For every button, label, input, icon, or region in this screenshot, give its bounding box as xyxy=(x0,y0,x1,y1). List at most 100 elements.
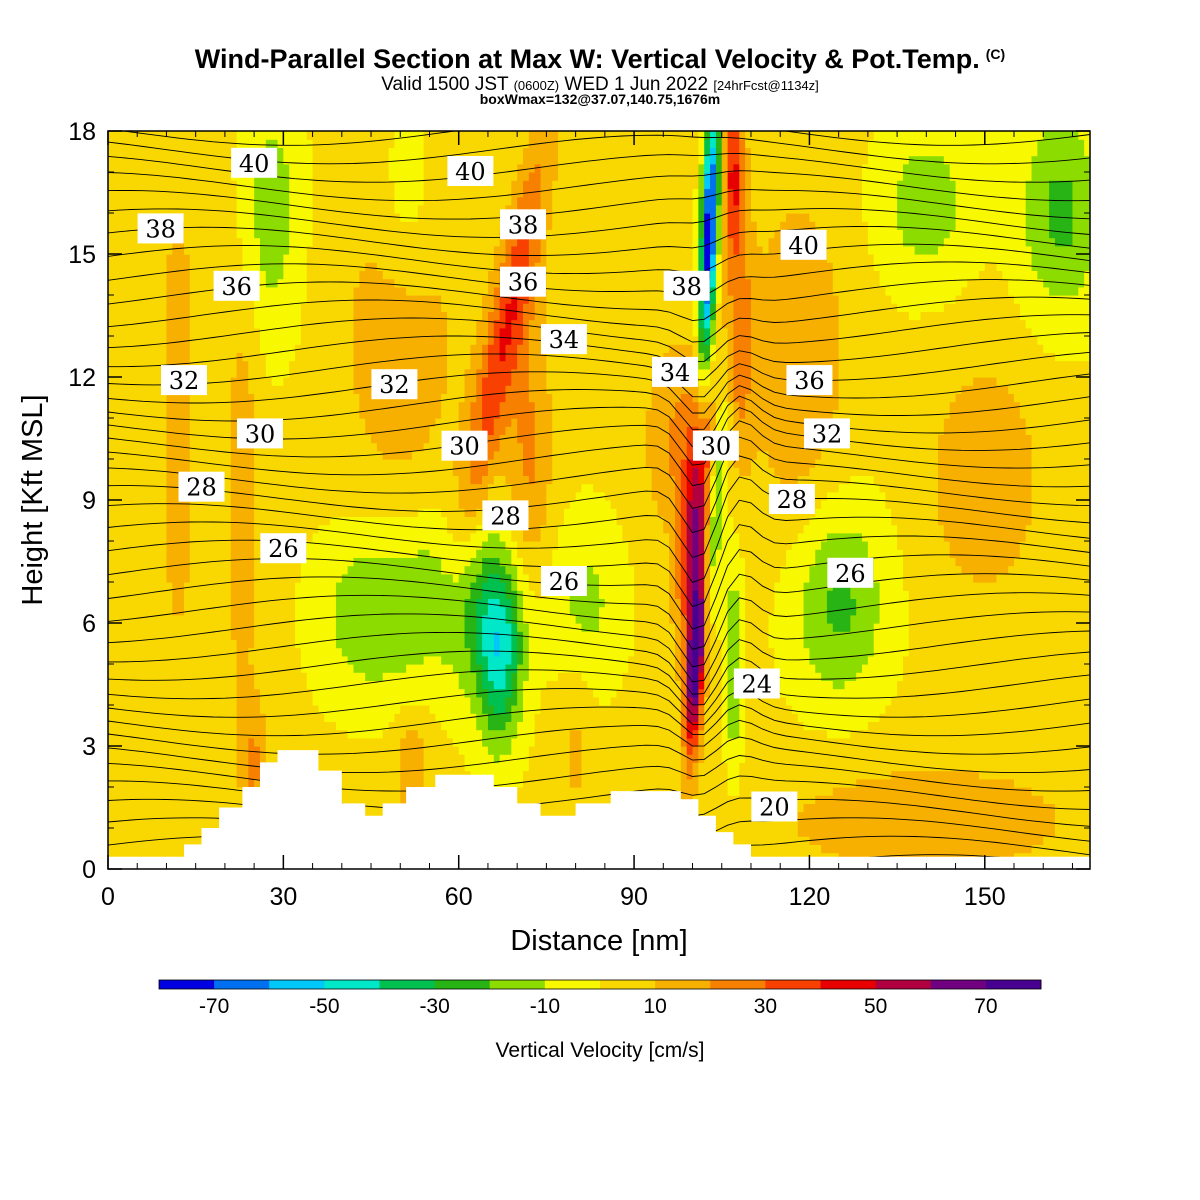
field-cell xyxy=(125,729,132,739)
field-cell xyxy=(224,737,232,747)
field-cell xyxy=(347,442,355,452)
field-cell xyxy=(148,647,156,657)
field-cell xyxy=(195,803,203,813)
field-cell xyxy=(160,696,168,706)
field-cell xyxy=(382,196,390,206)
field-cell xyxy=(119,573,127,583)
field-cell xyxy=(406,672,413,681)
field-cell xyxy=(330,270,337,280)
field-cell xyxy=(172,270,179,280)
field-cell xyxy=(423,598,431,608)
field-cell xyxy=(201,672,208,681)
field-cell xyxy=(143,787,150,796)
field-cell xyxy=(406,573,413,583)
field-cell xyxy=(219,565,226,575)
field-cell xyxy=(195,737,203,747)
field-cell xyxy=(131,336,138,345)
field-cell xyxy=(113,172,121,181)
field-cell xyxy=(335,377,343,386)
field-cell xyxy=(119,270,127,280)
field-cell xyxy=(371,254,378,263)
field-cell xyxy=(295,467,302,476)
field-cell xyxy=(201,639,208,649)
field-cell xyxy=(371,459,378,468)
field-cell xyxy=(312,639,320,649)
field-cell xyxy=(166,459,173,468)
field-cell xyxy=(213,204,220,214)
field-cell xyxy=(382,762,390,772)
field-cell xyxy=(300,213,308,222)
field-cell xyxy=(224,664,232,673)
field-cell xyxy=(224,303,232,312)
field-cell xyxy=(183,352,191,362)
field-cell xyxy=(376,139,384,148)
field-cell xyxy=(230,303,238,312)
field-cell xyxy=(148,664,156,673)
field-cell xyxy=(388,664,396,673)
field-cell xyxy=(341,163,349,173)
field-cell xyxy=(148,614,156,624)
field-cell xyxy=(131,418,138,427)
field-cell xyxy=(312,541,320,550)
field-cell xyxy=(259,500,267,509)
field-cell xyxy=(306,377,314,386)
field-cell xyxy=(201,163,208,173)
field-cell xyxy=(382,409,390,419)
field-cell xyxy=(347,647,355,657)
field-cell xyxy=(131,557,138,567)
field-cell xyxy=(137,262,144,271)
field-cell xyxy=(289,245,296,255)
field-cell xyxy=(236,221,244,230)
field-cell xyxy=(359,180,366,189)
field-cell xyxy=(324,204,331,214)
field-cell xyxy=(259,606,267,616)
field-cell xyxy=(376,163,384,173)
field-cell xyxy=(148,696,156,706)
field-cell xyxy=(131,778,138,788)
field-cell xyxy=(125,311,132,321)
field-cell xyxy=(400,303,407,312)
field-cell xyxy=(154,606,162,616)
field-cell xyxy=(178,360,185,370)
field-cell xyxy=(283,598,290,608)
field-cell xyxy=(113,270,121,280)
field-cell xyxy=(423,573,431,583)
field-cell xyxy=(324,737,331,747)
field-cell xyxy=(143,327,150,337)
field-cell xyxy=(119,524,127,534)
field-cell xyxy=(230,647,238,657)
field-cell xyxy=(108,606,115,616)
field-cell xyxy=(365,787,372,796)
field-cell xyxy=(359,680,366,690)
field-cell xyxy=(189,172,197,181)
field-cell xyxy=(411,286,419,296)
field-cell xyxy=(160,631,168,640)
field-cell xyxy=(371,729,378,739)
field-cell xyxy=(254,213,261,222)
field-cell xyxy=(224,705,232,714)
field-cell xyxy=(406,713,413,722)
field-cell xyxy=(137,409,144,419)
field-cell xyxy=(242,516,249,526)
field-cell xyxy=(108,418,115,427)
field-cell xyxy=(359,664,366,673)
field-cell xyxy=(283,270,290,280)
field-cell xyxy=(347,614,355,624)
field-cell xyxy=(330,713,337,722)
field-cell xyxy=(160,828,168,837)
field-cell xyxy=(242,245,249,255)
field-cell xyxy=(330,639,337,649)
field-cell xyxy=(295,450,302,460)
field-cell xyxy=(172,737,179,747)
field-cell xyxy=(295,483,302,493)
field-cell xyxy=(259,713,267,722)
field-cell xyxy=(318,418,325,427)
field-cell xyxy=(289,385,296,394)
field-cell xyxy=(371,221,378,230)
field-cell xyxy=(201,213,208,222)
field-cell xyxy=(172,688,179,698)
field-cell xyxy=(406,524,413,534)
field-cell xyxy=(359,352,366,362)
field-cell xyxy=(417,688,425,698)
field-cell xyxy=(306,409,314,419)
